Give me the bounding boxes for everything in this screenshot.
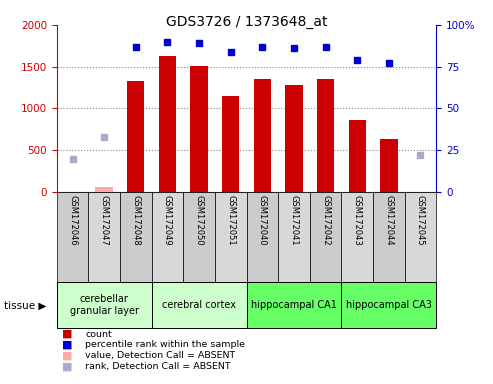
Bar [57, 282, 152, 328]
Text: GSM172048: GSM172048 [131, 195, 141, 245]
Bar [152, 192, 183, 282]
Bar [341, 192, 373, 282]
Bar [127, 81, 144, 192]
Text: ■: ■ [62, 329, 72, 339]
Text: GSM172047: GSM172047 [100, 195, 108, 245]
Text: GSM172049: GSM172049 [163, 195, 172, 245]
Bar [120, 192, 152, 282]
Text: ■: ■ [62, 340, 72, 350]
Bar [380, 139, 397, 192]
Bar [246, 192, 278, 282]
Bar [222, 96, 240, 192]
Bar [278, 192, 310, 282]
Text: GDS3726 / 1373648_at: GDS3726 / 1373648_at [166, 15, 327, 29]
Text: rank, Detection Call = ABSENT: rank, Detection Call = ABSENT [85, 362, 231, 371]
Bar [373, 192, 405, 282]
Bar [159, 56, 176, 192]
Bar [341, 282, 436, 328]
Text: GSM172045: GSM172045 [416, 195, 425, 245]
Bar [405, 192, 436, 282]
Text: tissue ▶: tissue ▶ [4, 300, 47, 310]
Text: ■: ■ [62, 361, 72, 371]
Text: percentile rank within the sample: percentile rank within the sample [85, 340, 246, 349]
Text: cerebellar
granular layer: cerebellar granular layer [70, 295, 139, 316]
Bar [88, 192, 120, 282]
Bar [349, 120, 366, 192]
Bar [190, 66, 208, 192]
Text: cerebral cortex: cerebral cortex [162, 300, 236, 310]
Bar [246, 282, 341, 328]
Text: GSM172044: GSM172044 [385, 195, 393, 245]
Bar [253, 79, 271, 192]
Text: GSM172043: GSM172043 [352, 195, 362, 245]
Bar [285, 85, 303, 192]
Bar [96, 187, 113, 192]
Text: ■: ■ [62, 351, 72, 361]
Text: hippocampal CA1: hippocampal CA1 [251, 300, 337, 310]
Bar [310, 192, 341, 282]
Text: count: count [85, 329, 112, 339]
Text: value, Detection Call = ABSENT: value, Detection Call = ABSENT [85, 351, 236, 360]
Text: GSM172051: GSM172051 [226, 195, 235, 245]
Bar [57, 192, 88, 282]
Text: GSM172040: GSM172040 [258, 195, 267, 245]
Text: GSM172042: GSM172042 [321, 195, 330, 245]
Bar [215, 192, 246, 282]
Bar [152, 282, 246, 328]
Text: GSM172050: GSM172050 [195, 195, 204, 245]
Bar [183, 192, 215, 282]
Bar [317, 79, 334, 192]
Text: hippocampal CA3: hippocampal CA3 [346, 300, 432, 310]
Text: GSM172046: GSM172046 [68, 195, 77, 245]
Text: GSM172041: GSM172041 [289, 195, 298, 245]
